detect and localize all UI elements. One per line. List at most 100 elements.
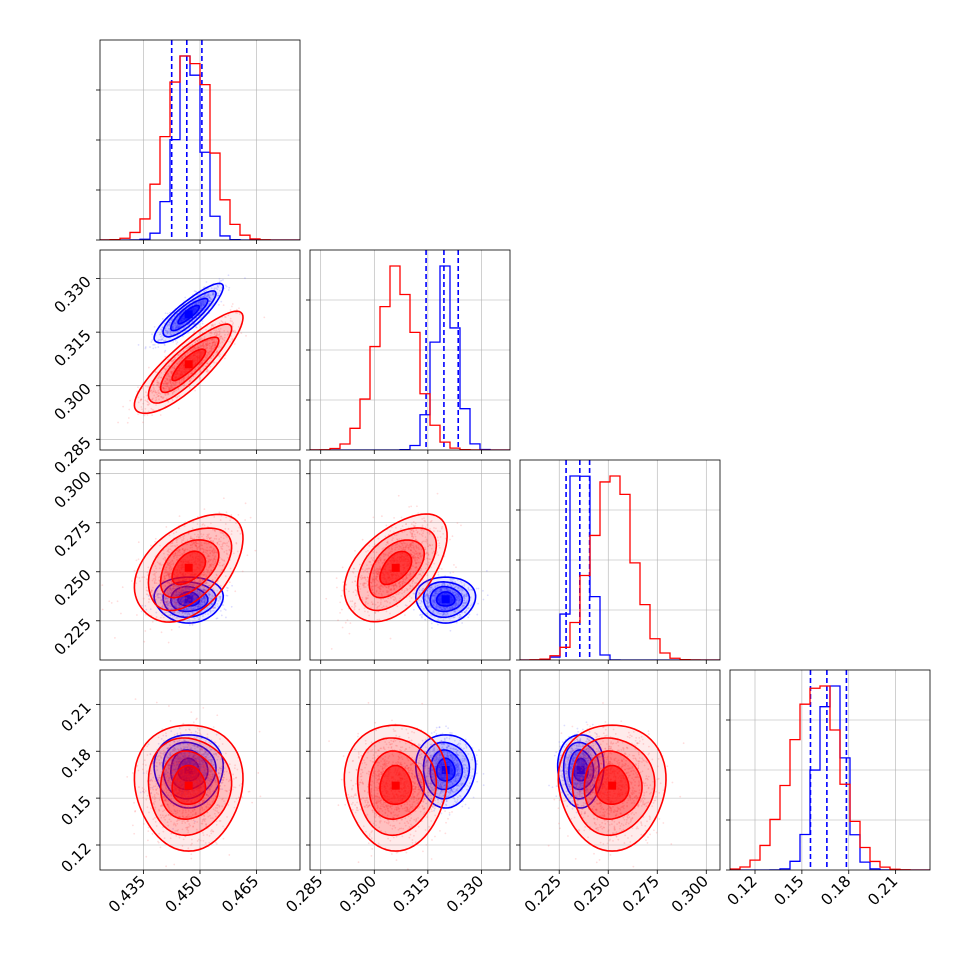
scatter-point — [178, 591, 181, 593]
scatter-point — [159, 596, 162, 599]
scatter-point — [203, 301, 205, 304]
scatter-point — [202, 595, 205, 598]
scatter-point — [152, 390, 155, 393]
scatter-point — [197, 302, 200, 305]
scatter-point — [203, 290, 206, 293]
scatter-point — [171, 392, 174, 395]
scatter-point — [164, 382, 167, 385]
scatter-point — [175, 318, 178, 321]
scatter-point — [212, 355, 215, 358]
scatter-point — [208, 300, 211, 302]
scatter-point — [180, 589, 183, 592]
scatter-point — [203, 595, 205, 598]
scatter-point — [175, 599, 178, 602]
scatter-point — [212, 607, 215, 610]
scatter-point — [181, 358, 184, 360]
scatter-point — [173, 366, 176, 369]
scatter-point — [168, 590, 171, 592]
scatter-point — [179, 313, 182, 316]
scatter-point — [240, 332, 243, 334]
scatter-point — [169, 381, 172, 384]
scatter-point — [173, 615, 176, 618]
scatter-point — [225, 586, 228, 589]
scatter-point — [194, 348, 197, 351]
scatter-point — [142, 410, 144, 413]
scatter-point — [219, 327, 222, 330]
scatter-point — [160, 376, 163, 379]
scatter-point — [192, 584, 195, 587]
scatter-point — [170, 383, 173, 386]
scatter-point — [213, 600, 216, 603]
scatter-point — [197, 366, 200, 369]
scatter-point — [212, 341, 215, 344]
scatter-point — [235, 308, 238, 311]
scatter-point — [184, 330, 187, 332]
scatter-point — [180, 379, 183, 382]
scatter-point — [168, 388, 171, 391]
scatter-point — [183, 377, 186, 379]
scatter-point — [210, 602, 213, 605]
scatter-point — [187, 373, 190, 376]
scatter-point — [171, 326, 174, 329]
scatter-point — [157, 346, 160, 348]
scatter-point — [181, 357, 183, 359]
scatter-point — [203, 295, 205, 298]
scatter-point — [221, 341, 224, 344]
scatter-point — [211, 602, 213, 605]
scatter-point — [205, 370, 208, 373]
scatter-point — [209, 342, 211, 345]
scatter-point — [178, 382, 181, 384]
scatter-point — [198, 297, 201, 300]
scatter-point — [153, 343, 156, 346]
scatter-point — [193, 323, 196, 325]
scatter-point — [183, 384, 186, 387]
scatter-point — [200, 304, 203, 307]
scatter-point — [191, 611, 194, 614]
scatter-point — [208, 608, 211, 611]
scatter-point — [157, 392, 160, 395]
scatter-point — [232, 330, 235, 333]
scatter-point — [194, 341, 196, 344]
scatter-point — [204, 340, 207, 343]
scatter-point — [199, 301, 202, 303]
scatter-point — [166, 332, 169, 335]
scatter-point — [263, 316, 266, 319]
scatter-point — [166, 367, 168, 370]
scatter-point — [192, 608, 195, 610]
scatter-point — [174, 322, 177, 324]
scatter-point — [165, 329, 168, 332]
scatter-point — [164, 385, 167, 388]
scatter-point — [431, 627, 433, 629]
scatter-point — [204, 301, 207, 304]
scatter-point — [163, 389, 166, 392]
scatter-point — [154, 346, 157, 349]
scatter-point — [171, 372, 174, 375]
scatter-point — [202, 300, 205, 303]
scatter-point — [188, 306, 191, 308]
scatter-point — [198, 618, 201, 621]
scatter-point — [173, 322, 176, 325]
scatter-point — [200, 345, 203, 348]
scatter-point — [176, 363, 179, 365]
scatter-point — [165, 601, 168, 604]
scatter-point — [193, 346, 196, 349]
scatter-point — [175, 594, 178, 597]
scatter-point — [227, 587, 229, 590]
scatter-point — [207, 287, 210, 290]
scatter-point — [200, 362, 203, 365]
scatter-point — [204, 294, 206, 297]
scatter-point — [171, 600, 174, 603]
scatter-point — [172, 340, 175, 343]
scatter-point — [166, 329, 169, 332]
scatter-point — [209, 300, 211, 303]
scatter-point — [157, 394, 160, 397]
scatter-point — [197, 366, 200, 369]
scatter-point — [159, 339, 162, 341]
scatter-point — [167, 372, 169, 375]
scatter-point — [216, 292, 219, 295]
scatter-point — [202, 295, 205, 298]
scatter-point — [218, 353, 221, 356]
scatter-point — [164, 339, 167, 342]
scatter-point — [177, 326, 180, 329]
scatter-point — [166, 332, 169, 335]
